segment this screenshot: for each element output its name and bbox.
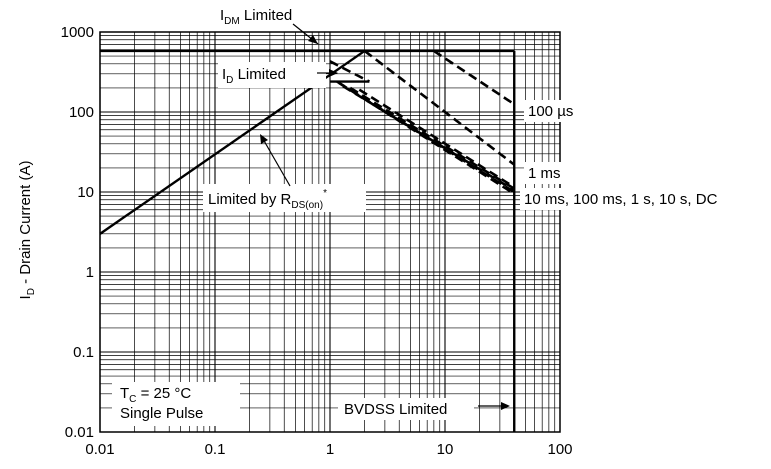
annotation-100us: 100 µs <box>524 100 584 122</box>
rds-sup: * <box>323 188 327 199</box>
id-rest: Limited <box>233 66 286 83</box>
tc-rest: = 25 °C <box>136 385 191 402</box>
series-line <box>358 88 515 189</box>
annotation-idm: IDM Limited <box>215 2 343 45</box>
idm-rest: Limited <box>240 7 293 24</box>
y-tick-label: 0.01 <box>65 424 94 441</box>
y-tick-label: 1 <box>86 264 94 281</box>
x-tick-label: 0.1 <box>205 441 226 458</box>
series-line <box>349 86 515 190</box>
rds-sub: DS(on) <box>291 200 323 211</box>
y-axis-label-sub: D <box>26 288 37 295</box>
label-100us: 100 µs <box>528 103 573 120</box>
y-tick-label: 10 <box>77 184 94 201</box>
label-bvdss: BVDSS Limited <box>344 401 447 418</box>
svg-text:Limited by RDS(on)*: Limited by RDS(on)* <box>208 188 327 211</box>
annotation-1ms: 1 ms <box>524 162 572 184</box>
annotation-bvdss: BVDSS Limited <box>338 398 510 420</box>
tc-sub: C <box>129 394 136 405</box>
idm-main: I <box>220 7 224 24</box>
id-sub: D <box>226 75 233 86</box>
series-line <box>329 60 370 83</box>
x-tick-label: 0.01 <box>85 441 114 458</box>
annotation-dc: 10 ms, 100 ms, 1 s, 10 s, DC <box>520 188 768 210</box>
svg-text:TC = 25 °C: TC = 25 °C <box>120 385 191 405</box>
rds-main: Limited by R <box>208 191 292 208</box>
svg-text:IDM Limited: IDM Limited <box>220 7 292 27</box>
y-tick-label: 100 <box>69 104 94 121</box>
plot-grid <box>99 32 560 433</box>
series-line <box>342 85 515 192</box>
y-axis-label: ID - Drain Current (A) <box>17 161 37 300</box>
idm-sub: DM <box>224 16 240 27</box>
label-dc: 10 ms, 100 ms, 1 s, 10 s, DC <box>524 191 718 208</box>
x-tick-label: 100 <box>547 441 572 458</box>
series-line <box>363 49 516 166</box>
id-main: I <box>222 66 226 83</box>
y-axis-label-rest: - Drain Current (A) <box>17 161 34 289</box>
tc-main: T <box>120 385 129 402</box>
annotation-id: ID Limited <box>218 62 338 88</box>
label-1ms: 1 ms <box>528 165 561 182</box>
series-line <box>433 49 515 106</box>
x-tick-label: 10 <box>437 441 454 458</box>
plot-series <box>99 49 516 432</box>
annotation-conditions: TC = 25 °C Single Pulse <box>112 382 240 426</box>
annotation-rds: Limited by RDS(on)* <box>203 134 366 212</box>
y-tick-label: 1000 <box>61 24 94 41</box>
y-tick-label: 0.1 <box>73 344 94 361</box>
label-single-pulse: Single Pulse <box>120 405 203 422</box>
plot-frame <box>99 31 561 433</box>
axis-tick-labels: 0.01 0.1 1 10 100 0.01 0.1 1 10 100 1000 <box>61 24 573 458</box>
svg-text:ID Limited: ID Limited <box>222 66 286 86</box>
x-tick-label: 1 <box>326 441 334 458</box>
y-axis-label-main: I <box>17 295 34 299</box>
